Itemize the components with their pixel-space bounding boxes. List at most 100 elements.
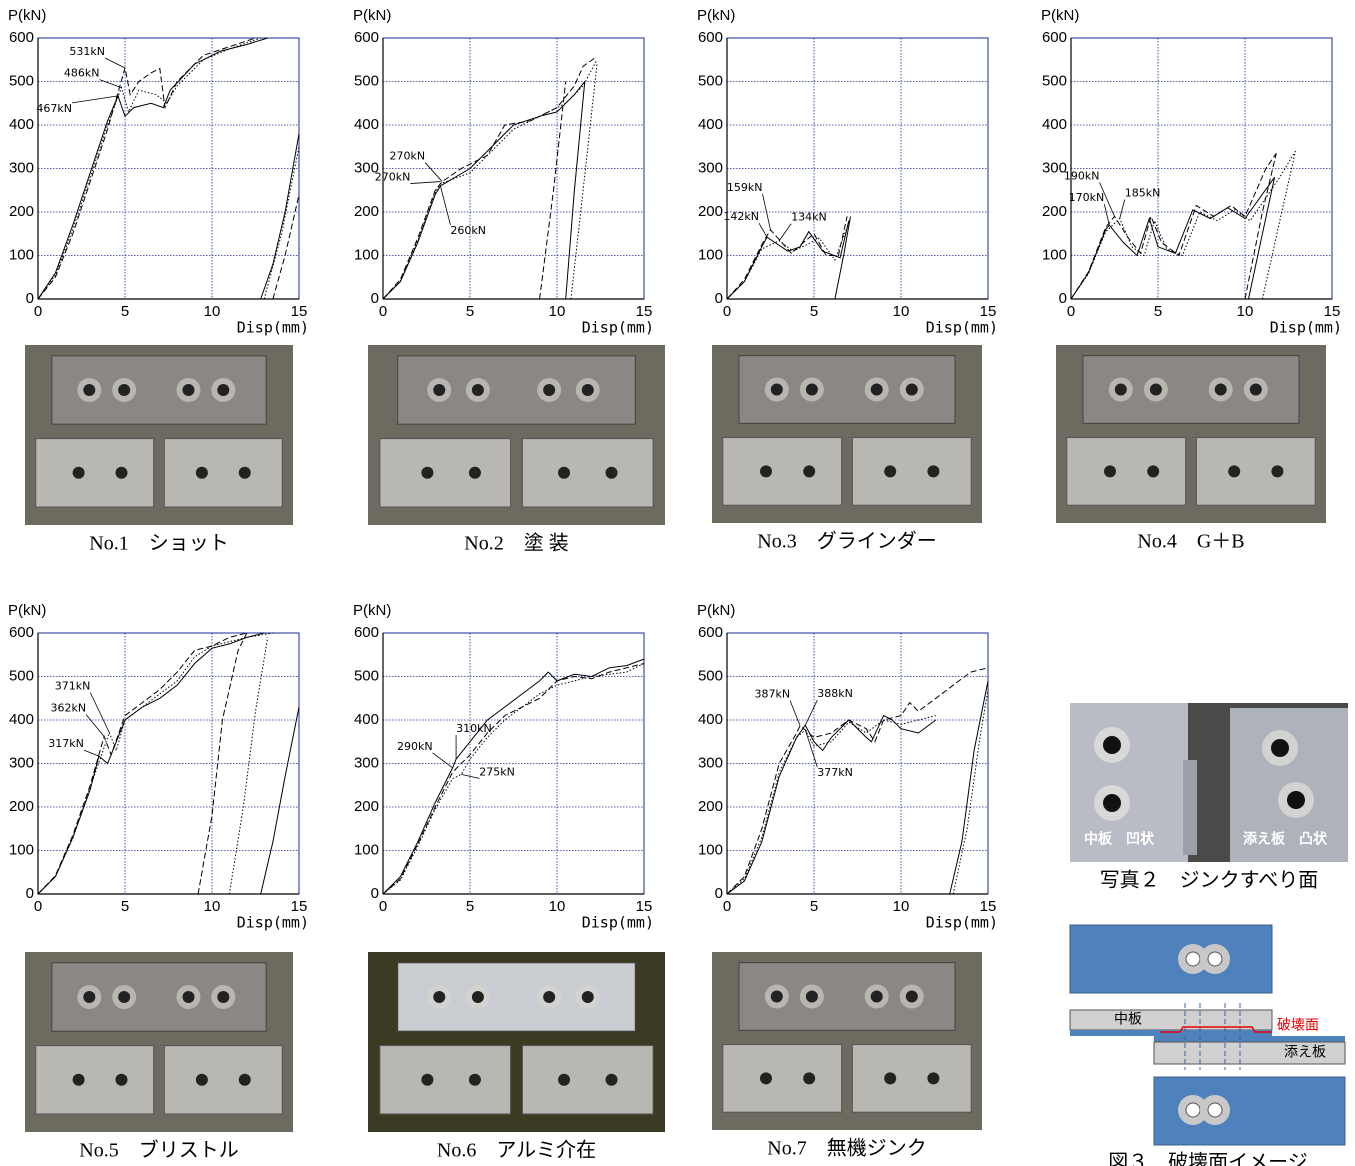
annotation-label: 142kN <box>723 210 759 223</box>
y-axis-label: P(kN) <box>353 7 391 24</box>
hole <box>1103 736 1121 754</box>
x-tick-label: 5 <box>121 898 129 915</box>
x-axis-label: Disp(mm) <box>926 914 998 932</box>
hole <box>558 467 570 479</box>
photo-caption: 写真２ ジンクすべり面 <box>1100 869 1319 892</box>
y-tick-label: 600 <box>9 624 34 641</box>
hole <box>871 384 883 396</box>
hole <box>239 467 251 479</box>
splice-plate <box>1196 438 1315 506</box>
hole <box>543 991 555 1003</box>
y-tick-label: 0 <box>26 290 34 307</box>
hole <box>1228 465 1240 477</box>
x-tick-label: 15 <box>1324 303 1341 320</box>
annotation-label: 134kN <box>791 211 827 224</box>
y-tick-label: 100 <box>698 841 723 858</box>
splice-plate <box>723 1045 842 1113</box>
x-tick-label: 0 <box>34 898 42 915</box>
hole <box>543 384 555 396</box>
chart: 0100200300400500600051015P(kN)Disp(mm)38… <box>697 602 998 932</box>
zinc-layer <box>1070 1030 1272 1036</box>
hole <box>83 384 95 396</box>
hole <box>196 467 208 479</box>
hole <box>182 991 194 1003</box>
x-tick-label: 15 <box>636 303 653 320</box>
photo <box>712 952 982 1130</box>
photo <box>1056 345 1326 523</box>
x-axis-label: Disp(mm) <box>237 319 309 337</box>
photo <box>712 345 982 523</box>
splice-plate <box>522 439 653 507</box>
photo <box>25 952 293 1132</box>
annotation-label: 531kN <box>69 45 105 58</box>
hole <box>606 1074 618 1086</box>
x-tick-label: 10 <box>204 898 221 915</box>
photo-label: 添え板 凸状 <box>1243 831 1328 847</box>
x-tick-label: 10 <box>893 303 910 320</box>
hole <box>472 991 484 1003</box>
y-tick-label: 0 <box>371 885 379 902</box>
y-tick-label: 100 <box>1042 246 1067 263</box>
y-tick-label: 400 <box>354 116 379 133</box>
hole <box>118 384 130 396</box>
hole <box>1271 465 1283 477</box>
y-tick-label: 200 <box>9 203 34 220</box>
splice-plate <box>522 1046 653 1114</box>
x-axis-label: Disp(mm) <box>582 319 654 337</box>
hole <box>1104 465 1116 477</box>
x-axis-label: Disp(mm) <box>926 319 998 337</box>
bolt-shaft <box>1183 760 1197 855</box>
hole <box>803 465 815 477</box>
x-tick-label: 15 <box>291 898 308 915</box>
y-tick-label: 0 <box>371 290 379 307</box>
splice-plate <box>380 1046 511 1114</box>
hole <box>1147 465 1159 477</box>
annotation-label: 270kN <box>390 150 426 163</box>
x-tick-label: 5 <box>466 303 474 320</box>
photo-caption: No.2 塗 装 <box>464 532 568 555</box>
hole <box>1215 384 1227 396</box>
hole <box>606 467 618 479</box>
y-axis-label: P(kN) <box>8 7 46 24</box>
hole <box>806 384 818 396</box>
hole <box>196 1074 208 1086</box>
x-tick-label: 15 <box>980 303 997 320</box>
hole <box>182 384 194 396</box>
hole <box>803 1072 815 1084</box>
annotation-label: 377kN <box>817 766 853 779</box>
x-tick-label: 5 <box>810 898 818 915</box>
zinc-layer <box>1154 1036 1345 1042</box>
y-tick-label: 200 <box>698 798 723 815</box>
x-axis-label: Disp(mm) <box>582 914 654 932</box>
y-tick-label: 100 <box>354 246 379 263</box>
y-tick-label: 600 <box>354 624 379 641</box>
hole <box>1150 384 1162 396</box>
hole <box>1115 384 1127 396</box>
y-axis-label: P(kN) <box>697 602 735 619</box>
chart: 0100200300400500600051015P(kN)Disp(mm)27… <box>353 7 654 337</box>
hole <box>1208 1103 1222 1117</box>
chart: 0100200300400500600051015P(kN)Disp(mm)31… <box>8 602 309 932</box>
splice-plate <box>380 439 511 507</box>
hole <box>118 991 130 1003</box>
splice-plate <box>852 1045 971 1113</box>
hole <box>239 1074 251 1086</box>
annotation-label: 260kN <box>450 224 486 237</box>
hole <box>927 1072 939 1084</box>
hole <box>1208 952 1222 966</box>
x-tick-label: 5 <box>1154 303 1162 320</box>
hole <box>1271 739 1289 757</box>
hole <box>73 1074 85 1086</box>
hole <box>582 384 594 396</box>
annotation-label: 270kN <box>375 171 411 184</box>
hole <box>760 465 772 477</box>
annotation-label: 317kN <box>48 737 84 750</box>
splice-plate <box>36 1046 154 1114</box>
y-tick-label: 0 <box>715 885 723 902</box>
hole <box>115 1074 127 1086</box>
y-tick-label: 400 <box>698 116 723 133</box>
diagram-label: 添え板 <box>1284 1044 1326 1060</box>
x-tick-label: 5 <box>121 303 129 320</box>
y-axis-label: P(kN) <box>8 602 46 619</box>
